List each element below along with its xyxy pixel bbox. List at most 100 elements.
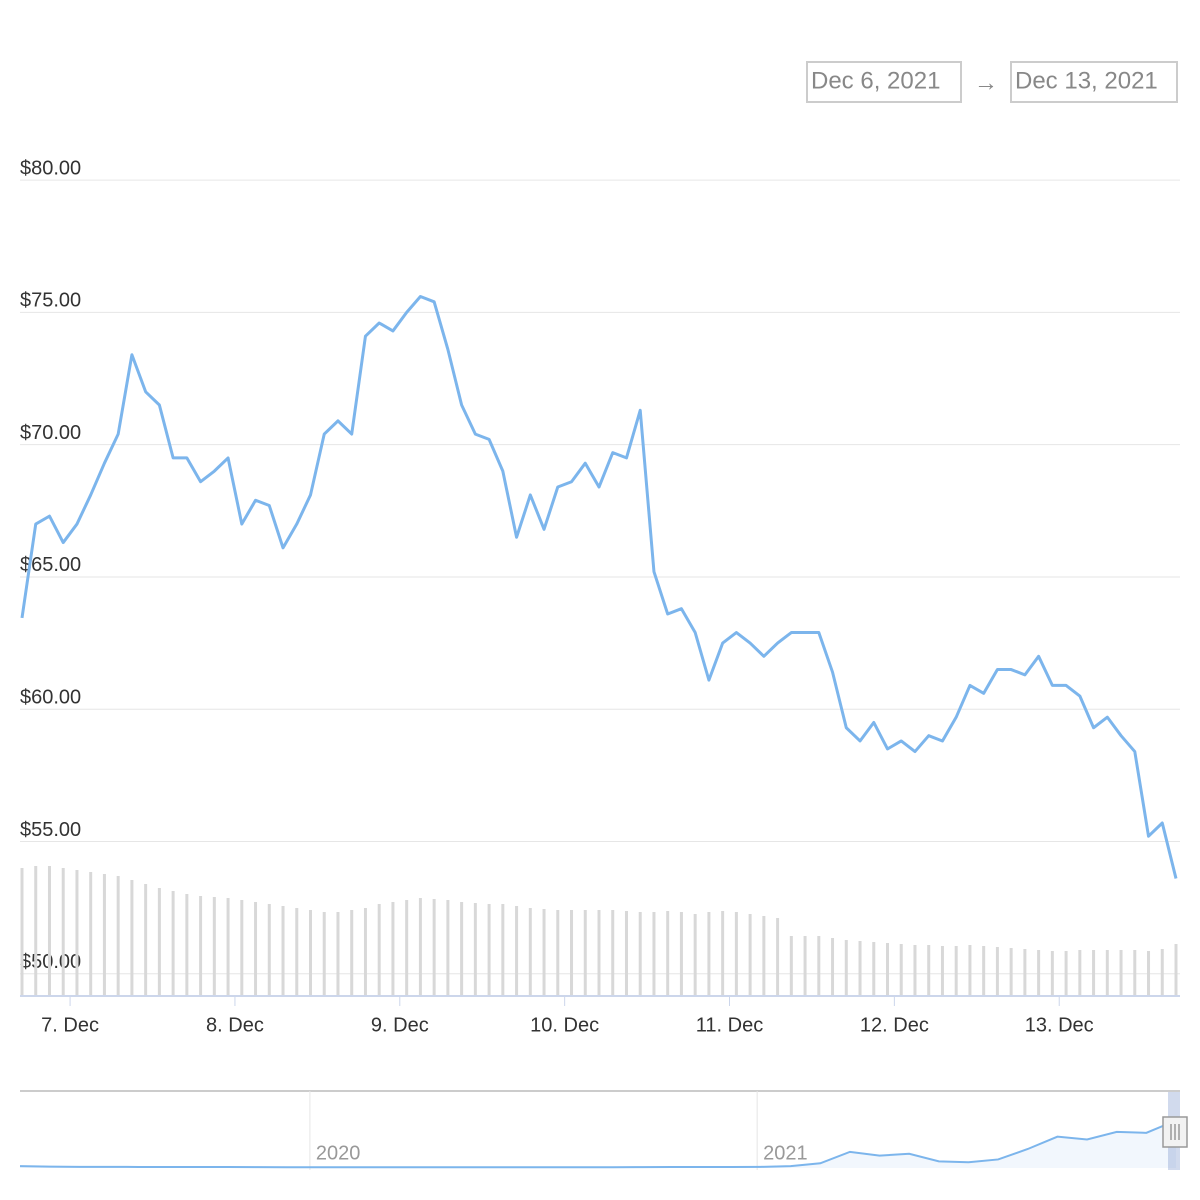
volume-bar (267, 904, 271, 996)
x-tick-label: 12. Dec (860, 1014, 929, 1036)
volume-bar (1023, 949, 1027, 996)
volume-bar (899, 944, 903, 996)
volume-bar (226, 898, 230, 996)
volume-bar (913, 945, 917, 996)
volume-bar (652, 912, 656, 996)
x-tick-label: 10. Dec (530, 1014, 599, 1036)
volume-bar (1092, 950, 1096, 996)
volume-bar (666, 911, 670, 996)
volume-bar (446, 900, 450, 996)
volume-bar (89, 872, 93, 996)
volume-bar (542, 909, 546, 996)
volume-bar (1174, 944, 1178, 996)
to-input[interactable] (1010, 61, 1178, 103)
x-tick-label: 13. Dec (1025, 1014, 1094, 1036)
volume-bar (693, 914, 697, 996)
volume-bar (1050, 951, 1054, 996)
volume-bar (240, 900, 244, 996)
volume-bar (1064, 951, 1068, 996)
volume-bar (858, 941, 862, 996)
price-line (20, 295, 1178, 879)
volume-bar (185, 894, 189, 996)
range-arrow: → (974, 69, 998, 96)
volume-bar (460, 902, 464, 996)
volume-bar (597, 910, 601, 996)
volume-bar (776, 918, 780, 996)
volume-bar (940, 946, 944, 996)
volume-bar (336, 912, 340, 996)
volume-bar (872, 942, 876, 996)
volume-bar (748, 914, 752, 996)
volume-bar (34, 866, 38, 996)
navigator-area (20, 1120, 1176, 1168)
volume-bar (886, 943, 889, 996)
volume-bar (75, 870, 79, 996)
volume-bar (515, 906, 519, 996)
from-date[interactable]: Dec 6, 2021 (811, 67, 940, 94)
volume-bar (624, 911, 628, 996)
volume-bar (611, 910, 615, 996)
volume-bar (322, 912, 326, 996)
volume-bar (528, 908, 532, 996)
from-input[interactable] (806, 61, 962, 103)
volume-bar (281, 906, 285, 996)
y-tick-label: $60.00 (20, 687, 81, 709)
volume-bar (157, 888, 161, 996)
volume-bar (363, 908, 367, 996)
volume-bar (968, 945, 972, 996)
volume-bar (391, 902, 395, 996)
volume-bar (20, 868, 24, 996)
volume-bar (1037, 950, 1041, 996)
volume-bar (501, 904, 505, 996)
volume-bar (556, 910, 560, 996)
volume-bar (638, 912, 642, 996)
volume-bar (762, 916, 766, 996)
volume-bar (1119, 950, 1123, 996)
volume-bar (432, 899, 436, 996)
volume-bar (1160, 949, 1164, 996)
x-tick-label: 7. Dec (41, 1014, 99, 1036)
volume-bar (61, 868, 65, 996)
volume-bar (789, 936, 793, 996)
volume-bar (707, 912, 711, 996)
volume-bar (102, 874, 106, 996)
y-tick-label: $80.00 (20, 157, 81, 179)
x-tick-label: 8. Dec (206, 1014, 264, 1036)
y-tick-label: $75.00 (20, 290, 81, 312)
volume-bar (1133, 950, 1137, 996)
y-tick-label: $55.00 (20, 819, 81, 841)
volume-bar (350, 910, 354, 996)
volume-bar (817, 936, 821, 996)
navigator-label: 2021 (763, 1142, 808, 1164)
volume-bar (487, 904, 491, 996)
volume-bar (803, 936, 807, 996)
volume-bar (199, 896, 203, 996)
volume-bar (1105, 950, 1109, 996)
volume-bar (309, 910, 312, 996)
volume-bar (1078, 950, 1082, 996)
volume-bar (927, 945, 931, 996)
navigator-label: 2020 (316, 1142, 361, 1164)
volume-bar (583, 910, 587, 996)
volume-bar (144, 884, 148, 996)
x-tick-label: 11. Dec (696, 1014, 763, 1036)
volume-bar (1147, 951, 1151, 996)
navigator-handle[interactable] (1162, 1116, 1188, 1148)
y-tick-label: $70.00 (20, 422, 81, 444)
volume-bar (679, 912, 683, 996)
volume-bar (570, 910, 574, 996)
volume-bar (844, 940, 848, 996)
volume-bar (995, 947, 999, 996)
volume-bar (212, 897, 216, 996)
volume-bar (473, 903, 477, 996)
volume-bar (47, 866, 51, 996)
volume-bar (295, 908, 299, 996)
volume-bar (171, 891, 175, 996)
volume-bar (116, 876, 120, 996)
y-tick-label: $65.00 (20, 554, 81, 576)
volume-bar (405, 900, 409, 996)
to-date[interactable]: Dec 13, 2021 (1015, 67, 1158, 94)
navigator-line (19, 1119, 1177, 1169)
volume-bar (254, 902, 258, 996)
